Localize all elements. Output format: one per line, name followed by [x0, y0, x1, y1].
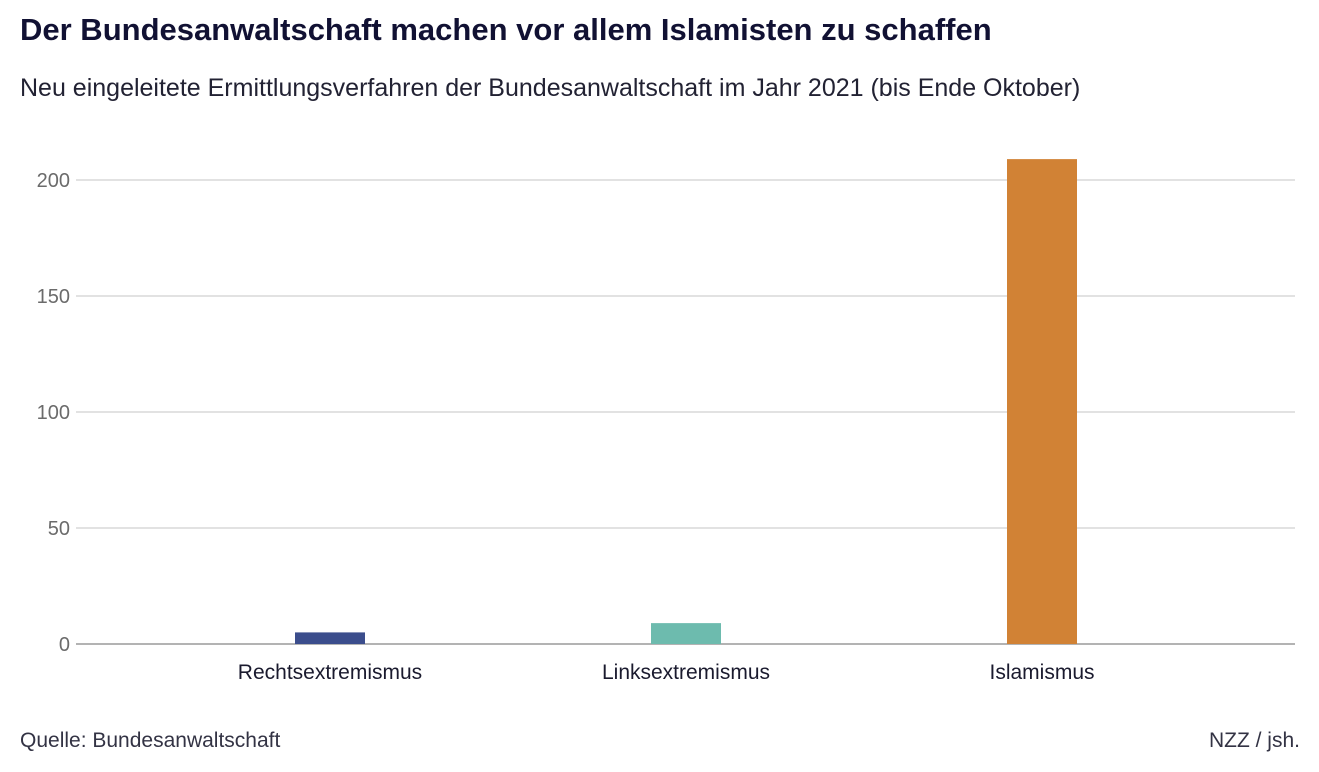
y-tick-label-150: 150 [37, 286, 70, 308]
y-tick-label-200: 200 [37, 170, 70, 192]
y-tick-label-0: 0 [59, 634, 70, 656]
chart-subtitle: Neu eingeleitete Ermittlungsverfahren de… [20, 74, 1081, 102]
x-axis-labels: Rechtsextremismus Linksextremismus Islamis… [238, 661, 1095, 684]
bar-linksextremismus [651, 623, 721, 644]
x-tick-label-islamismus: Islamismus [989, 661, 1094, 684]
y-tick-label-100: 100 [37, 402, 70, 424]
x-tick-label-linksextremismus: Linksextremismus [602, 661, 770, 684]
x-tick-label-rechtsextremismus: Rechtsextremismus [238, 661, 422, 684]
chart-title: Der Bundesanwaltschaft machen vor allem … [20, 12, 992, 47]
bars [295, 159, 1077, 644]
source-note: Quelle: Bundesanwaltschaft [20, 729, 281, 752]
credit-note: NZZ / jsh. [1208, 729, 1300, 752]
bar-rechtsextremismus [295, 632, 365, 644]
bar-islamismus [1007, 159, 1077, 644]
y-axis-ticks: 0 50 100 150 200 [37, 170, 70, 656]
y-tick-label-50: 50 [48, 518, 70, 540]
gridlines [76, 179, 1295, 645]
